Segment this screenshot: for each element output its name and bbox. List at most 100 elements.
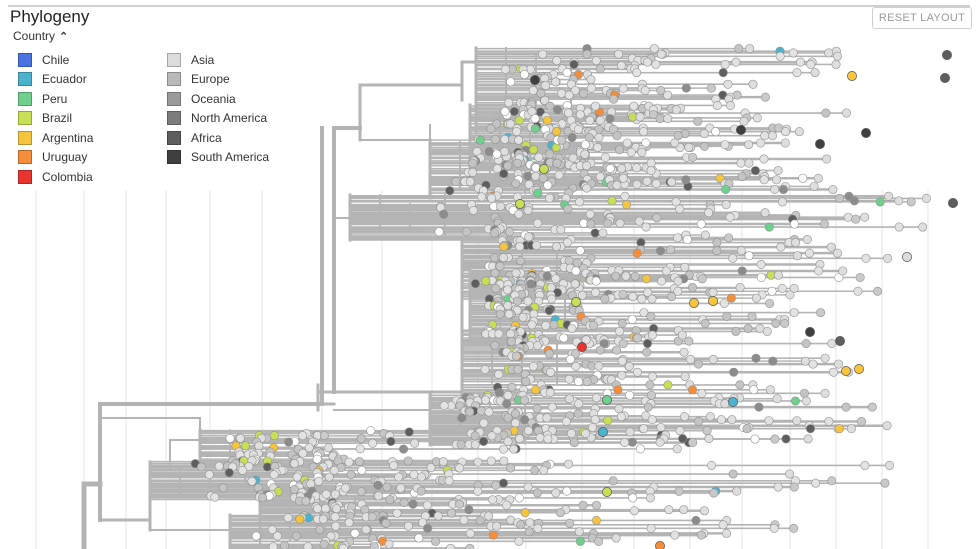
legend-item-ecuador[interactable]: Ecuador: [18, 70, 93, 90]
legend-item-oceania[interactable]: Oceania: [167, 89, 269, 109]
tip-node: [567, 324, 577, 334]
tip-node: [416, 472, 426, 482]
tip-node: [625, 390, 635, 400]
legend-item-peru[interactable]: Peru: [18, 89, 93, 109]
legend-item-asia[interactable]: Asia: [167, 50, 269, 70]
tip-node: [744, 140, 754, 150]
tip-node: [515, 256, 525, 266]
legend-swatch: [18, 130, 32, 145]
tip-node: [602, 395, 612, 405]
tip-node: [368, 438, 378, 448]
legend-item-north-america[interactable]: North America: [167, 109, 269, 129]
tip-node: [319, 539, 329, 549]
tip-node: [332, 504, 342, 514]
tip-node: [514, 135, 524, 145]
tip-node: [948, 198, 958, 208]
tip-node: [618, 289, 628, 299]
tip-node: [570, 85, 580, 95]
legend-label: Europe: [191, 72, 230, 87]
legend-item-south-america[interactable]: South America: [167, 148, 269, 168]
tip-node: [643, 287, 653, 297]
tip-node: [704, 208, 714, 218]
tip-node: [446, 543, 456, 549]
tip-node: [552, 56, 562, 66]
tip-node: [600, 294, 610, 304]
tip-node: [735, 380, 745, 390]
tip-node: [609, 94, 619, 104]
tip-node: [464, 505, 474, 515]
legend-item-uruguay[interactable]: Uruguay: [18, 148, 93, 168]
tip-node: [615, 326, 625, 336]
tip-node: [838, 266, 848, 276]
tip-node: [590, 415, 600, 425]
tip-node: [614, 49, 624, 59]
tip-node: [781, 127, 791, 137]
tip-node: [781, 434, 791, 444]
legend-label: Chile: [42, 52, 70, 67]
tip-node: [767, 131, 777, 141]
tip-node: [643, 339, 653, 349]
legend-item-colombia[interactable]: Colombia: [18, 167, 93, 187]
tip-node: [503, 390, 513, 400]
tip-node: [883, 253, 893, 263]
tip-node: [385, 495, 395, 505]
legend-toggle[interactable]: Country ⌃: [13, 29, 68, 43]
tip-node: [556, 225, 566, 235]
legend-item-europe[interactable]: Europe: [167, 70, 269, 90]
tip-node: [861, 128, 871, 138]
tip-node: [426, 463, 436, 473]
tip-node: [670, 138, 680, 148]
tip-node: [577, 290, 587, 300]
tip-node: [581, 335, 591, 345]
tip-node: [643, 402, 653, 412]
tip-node: [804, 248, 814, 258]
tip-node: [502, 500, 512, 510]
tip-node: [661, 266, 671, 276]
tip-node: [480, 364, 490, 374]
legend-item-chile[interactable]: Chile: [18, 50, 93, 70]
tip-node: [360, 505, 370, 515]
tip-node: [684, 336, 694, 346]
tip-node: [801, 396, 811, 406]
tip-node: [533, 523, 543, 533]
tip-node: [633, 333, 643, 343]
tip-node: [764, 222, 774, 232]
legend-item-africa[interactable]: Africa: [167, 128, 269, 148]
tip-node: [771, 318, 781, 328]
tip-node: [503, 413, 513, 423]
tip-node: [894, 196, 904, 206]
tip-node: [806, 59, 816, 69]
top-rule: [8, 5, 970, 7]
legend-swatch: [18, 111, 32, 126]
legend-item-brazil[interactable]: Brazil: [18, 109, 93, 129]
tip-node: [394, 472, 404, 482]
tip-node: [671, 197, 681, 207]
tip-node: [523, 171, 533, 181]
tip-node: [603, 218, 613, 228]
reset-layout-button[interactable]: RESET LAYOUT: [872, 7, 972, 29]
tip-node: [699, 141, 709, 151]
panel-title: Phylogeny: [10, 7, 90, 26]
tip-node: [602, 487, 612, 497]
tip-node: [289, 485, 299, 495]
tip-node: [570, 279, 580, 289]
tip-node: [694, 416, 704, 426]
tip-node: [744, 158, 754, 168]
tip-node: [551, 242, 561, 252]
tip-node: [743, 324, 753, 334]
tip-node: [439, 401, 449, 411]
tip-node: [543, 180, 553, 190]
tip-node: [298, 448, 308, 458]
tip-node: [808, 359, 818, 369]
tip-node: [523, 296, 533, 306]
legend-swatch: [18, 52, 32, 67]
tip-node: [557, 88, 567, 98]
tip-node: [752, 113, 762, 123]
tip-node: [585, 209, 595, 219]
tip-node: [356, 434, 366, 444]
tip-node: [618, 339, 628, 349]
legend-item-argentina[interactable]: Argentina: [18, 128, 93, 148]
tip-node: [680, 372, 690, 382]
tip-node: [562, 68, 572, 78]
